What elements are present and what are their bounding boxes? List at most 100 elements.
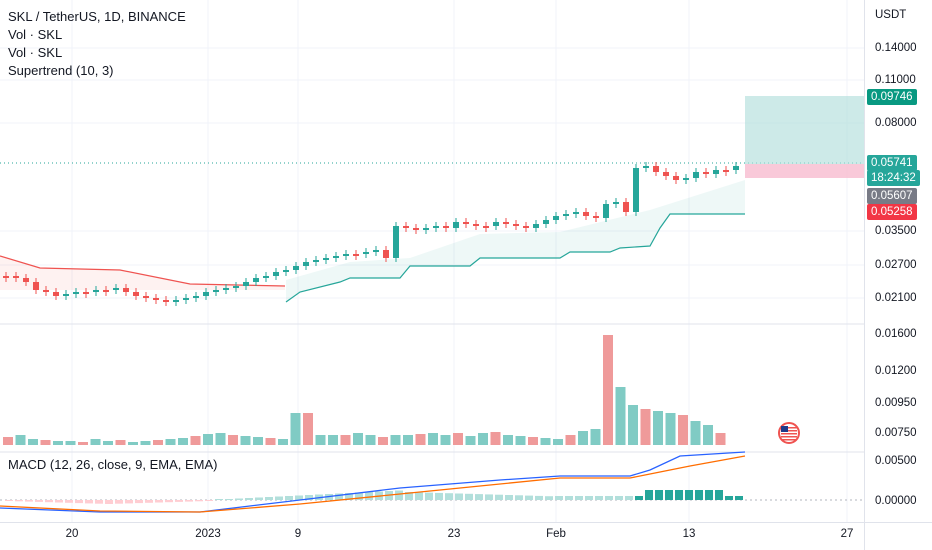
macd-histogram-bar <box>65 500 73 503</box>
candle-body <box>243 282 249 286</box>
candle-body <box>563 214 569 216</box>
candle-body <box>553 216 559 220</box>
candle-body <box>733 166 739 170</box>
candle-body <box>543 220 549 224</box>
macd-histogram-bar <box>635 496 643 500</box>
candle-body <box>253 278 259 282</box>
volume-bar <box>365 435 376 445</box>
volume-bar <box>428 433 438 445</box>
volume-bar <box>140 441 151 445</box>
candle-body <box>23 278 29 282</box>
volume-bar <box>15 435 26 445</box>
candle-body <box>583 212 589 216</box>
macd-legend[interactable]: MACD (12, 26, close, 9, EMA, EMA) <box>8 457 218 472</box>
volume-bar <box>328 435 338 445</box>
volume-bar <box>478 433 488 445</box>
candle-body <box>163 300 169 302</box>
candle-body <box>143 296 149 298</box>
macd-histogram-bar <box>475 494 483 500</box>
time-label: 13 <box>682 528 696 540</box>
flag-stripe <box>781 430 797 432</box>
macd-histogram-bar <box>575 496 583 500</box>
candle-body <box>323 258 329 260</box>
candle-body <box>353 254 359 256</box>
volume-bar <box>553 439 563 445</box>
price-label: 0.11000 <box>875 74 916 86</box>
candle-body <box>493 222 499 226</box>
candle-body <box>533 224 539 228</box>
volume-bar <box>353 433 363 445</box>
volume-bar <box>65 441 76 445</box>
macd-histogram-bar <box>685 490 693 500</box>
macd-histogram-bar <box>95 500 103 504</box>
macd-histogram-bar <box>695 490 703 500</box>
supertrend-legend[interactable]: Supertrend (10, 3) <box>8 63 114 78</box>
macd-histogram-bar <box>425 492 433 500</box>
macd-histogram-bar <box>735 496 743 500</box>
macd-histogram-bar <box>705 490 713 500</box>
volume-bar <box>290 413 301 445</box>
macd-histogram-bar <box>105 500 113 504</box>
volume-bar <box>590 429 601 445</box>
candle-body <box>293 266 299 270</box>
macd-histogram-bar <box>415 492 423 500</box>
volume-bar <box>115 440 126 445</box>
candle-body <box>613 202 619 204</box>
candle-body <box>203 292 209 296</box>
candle-body <box>303 262 309 266</box>
candle-body <box>693 172 699 178</box>
macd-histogram-bar <box>265 497 273 500</box>
time-axis[interactable]: 20 2023 9 23 Feb 13 27 <box>0 522 864 550</box>
macd-histogram-bar <box>185 500 193 502</box>
macd-histogram-bar <box>145 500 153 503</box>
currency-label: USDT <box>875 9 907 21</box>
price-label: 0.03500 <box>875 225 917 237</box>
candle-body <box>673 176 679 180</box>
macd-histogram-bar <box>365 492 373 500</box>
supertrend-bear-line <box>0 255 286 287</box>
volume-bar <box>603 335 613 445</box>
candle-body <box>703 172 709 174</box>
candle-body <box>33 282 39 290</box>
macd-histogram-bar <box>595 496 603 500</box>
macd-histogram-bar <box>25 500 33 502</box>
macd-histogram-bar <box>85 500 93 504</box>
volume-bar <box>28 439 38 445</box>
volume-bar <box>340 435 351 445</box>
macd-histogram-bar <box>15 500 23 502</box>
us-flag-icon[interactable] <box>778 422 800 444</box>
macd-histogram-bar <box>435 492 443 500</box>
volume-bar <box>678 415 688 445</box>
macd-histogram-bar <box>335 493 343 500</box>
macd-histogram-bar <box>55 500 63 503</box>
chart-area[interactable]: SKL / TetherUS, 1D, BINANCE Vol · SKL Vo… <box>0 0 864 522</box>
flag-stripe <box>781 436 797 438</box>
macd-histogram-bar <box>715 490 723 500</box>
macd-histogram-bar <box>445 493 453 500</box>
volume-bar <box>153 440 163 445</box>
supertrend-bull-fill <box>286 180 745 302</box>
volume-bar <box>128 442 138 445</box>
volume-legend-2[interactable]: Vol · SKL <box>8 45 63 60</box>
price-axis[interactable]: USDT 0.14000 0.11000 0.08000 0.03500 0.0… <box>864 0 932 522</box>
stop-price-tag: 0.05258 <box>867 204 917 220</box>
candle-body <box>183 298 189 300</box>
volume-legend-1[interactable]: Vol · SKL <box>8 27 63 42</box>
macd-histogram-bar <box>395 490 403 500</box>
candle-body <box>193 296 199 298</box>
candle-body <box>233 286 239 288</box>
volume-bar <box>165 439 176 445</box>
candle-body <box>453 222 459 228</box>
candle-body <box>13 276 19 278</box>
candle-body <box>373 250 379 252</box>
candle-body <box>63 294 69 296</box>
time-label: Feb <box>546 528 566 540</box>
candle-body <box>463 222 469 224</box>
price-label: 0.08000 <box>875 117 917 129</box>
symbol-legend[interactable]: SKL / TetherUS, 1D, BINANCE <box>8 9 186 24</box>
macd-histogram-bar <box>565 496 573 500</box>
volume-bar <box>40 440 51 445</box>
chart-canvas[interactable] <box>0 0 864 522</box>
macd-histogram-bar <box>545 496 553 500</box>
volume-bar <box>178 438 188 445</box>
